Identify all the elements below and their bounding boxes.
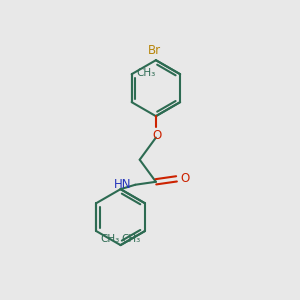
Text: HN: HN [114,178,132,191]
Text: O: O [180,172,190,185]
Text: CH₃: CH₃ [101,234,120,244]
Text: O: O [152,129,161,142]
Text: CH₃: CH₃ [136,68,155,78]
Text: Br: Br [148,44,161,57]
Text: CH₃: CH₃ [121,234,140,244]
